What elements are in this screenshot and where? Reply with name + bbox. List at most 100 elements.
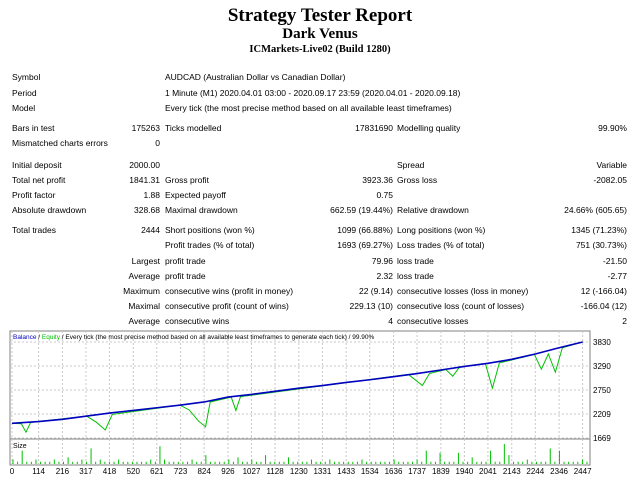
y-tick-label: 3830 [593,338,611,347]
row-label: consecutive wins [165,316,230,326]
info-label: Period [12,88,37,98]
row-label: Initial deposit [12,160,62,170]
info-label: Symbol [12,72,41,82]
legend-sep1: / [37,334,42,341]
row-qualifier: Average [128,271,160,281]
server-build: ICMarkets-Live02 (Build 1280) [249,44,391,55]
info-label: Model [12,103,36,113]
x-tick-label: 216 [56,467,70,476]
report-title: Strategy Tester Report [227,5,413,26]
x-tick-label: 2041 [479,467,497,476]
row-label: Loss trades (% of total) [397,240,485,250]
row-value: 1099 (66.88%) [337,225,393,235]
row-value: 2000.00 [129,160,160,170]
x-tick-label: 2244 [526,467,544,476]
row-label: consecutive losses (loss in money) [397,286,529,296]
x-tick-label: 1940 [456,467,474,476]
x-tick-label: 621 [150,467,164,476]
row-label: Long positions (won %) [397,225,486,235]
row-value: 24.66% (605.65) [564,205,627,215]
row-label: profit trade [165,271,206,281]
row-qualifier: Largest [131,256,160,266]
row-label: Ticks modelled [165,123,222,133]
row-label: Profit trades (% of total) [165,240,255,250]
row-value: 2444 [141,225,160,235]
row-label: consecutive losses [397,316,469,326]
row-value: 751 (30.73%) [575,240,627,250]
row-label: loss trade [397,256,434,266]
row-label: Total trades [12,225,56,235]
x-tick-label: 1839 [432,467,450,476]
row-value: 4 [388,316,393,326]
row-value: Variable [596,160,627,170]
row-value: 2.32 [376,271,393,281]
x-tick-label: 114 [32,467,45,476]
x-tick-label: 2447 [574,467,592,476]
row-value: 3923.36 [362,175,393,185]
balance-line [11,341,583,425]
row-label: Profit factor [12,190,56,200]
x-tick-label: 1636 [385,467,403,476]
row-label: Expected payoff [165,190,226,200]
row-value: -21.50 [602,256,627,266]
y-tick-label: 3290 [593,362,611,371]
row-value: 1693 (69.27%) [337,240,393,250]
legend-rest: / Every tick (the most precise method ba… [60,334,375,341]
x-tick-label: 1737 [408,467,426,476]
chart-legend: Balance / Equity / Every tick (the most … [13,334,375,341]
row-label: profit trade [165,256,206,266]
row-label: Bars in test [12,123,55,133]
row-value: -2.77 [607,271,627,281]
x-tick-label: 2143 [503,467,521,476]
row-value: 22 (9.14) [358,286,393,296]
legend-balance: Balance [13,334,37,341]
row-label: Spread [397,160,425,170]
x-tick-label: 1433 [337,467,355,476]
row-label: Relative drawdown [397,205,469,215]
expert-name: Dark Venus [282,26,358,42]
row-value: 0.75 [376,190,393,200]
row-value: 229.13 (10) [349,301,393,311]
x-tick-label: 1331 [313,467,331,476]
row-value: 12 (-166.04) [580,286,627,296]
chart-frame [9,330,591,466]
row-label: Absolute drawdown [12,205,87,215]
row-value: 1345 (71.23%) [571,225,627,235]
row-label: Gross profit [165,175,209,185]
x-tick-label: 1230 [290,467,308,476]
x-tick-label: 824 [197,467,211,476]
row-qualifier: Average [128,316,160,326]
info-value: 1 Minute (M1) 2020.04.01 03:00 - 2020.09… [165,88,461,98]
size-label: Size [13,443,27,450]
y-tick-label: 2750 [593,386,611,395]
row-value: 1841.31 [129,175,160,185]
row-value: 17831690 [355,123,393,133]
row-value: 175263 [131,123,160,133]
x-tick-label: 0 [10,467,15,476]
row-value: -2082.05 [593,175,627,185]
x-tick-label: 317 [79,467,93,476]
x-tick-label: 926 [221,467,235,476]
row-label: Modelling quality [397,123,461,133]
row-value: 2 [622,316,627,326]
row-label: Gross loss [397,175,438,185]
row-value: 79.96 [371,256,393,266]
row-label: consecutive wins (profit in money) [165,286,294,296]
row-label: consecutive loss (count of losses) [397,301,525,311]
row-qualifier: Maximal [128,301,160,311]
x-tick-label: 1534 [361,467,379,476]
row-value: 1.88 [143,190,160,200]
row-value: 0 [155,138,160,148]
row-value: -166.04 (12) [580,301,627,311]
x-tick-label: 2346 [550,467,568,476]
info-value: Every tick (the most precise method base… [165,103,452,113]
row-value: 662.59 (19.44%) [330,205,393,215]
row-label: Total net profit [12,175,66,185]
balance-equity-chart: 0 114 216 317 418 520 621 723 824 926 1027 1128 1230… [9,330,611,476]
row-qualifier: Maximum [123,286,160,296]
x-tick-label: 723 [174,467,188,476]
row-label: Mismatched charts errors [12,138,108,148]
row-label: Short positions (won %) [165,225,255,235]
y-tick-label: 1669 [593,434,611,443]
row-value: 99.90% [598,123,627,133]
